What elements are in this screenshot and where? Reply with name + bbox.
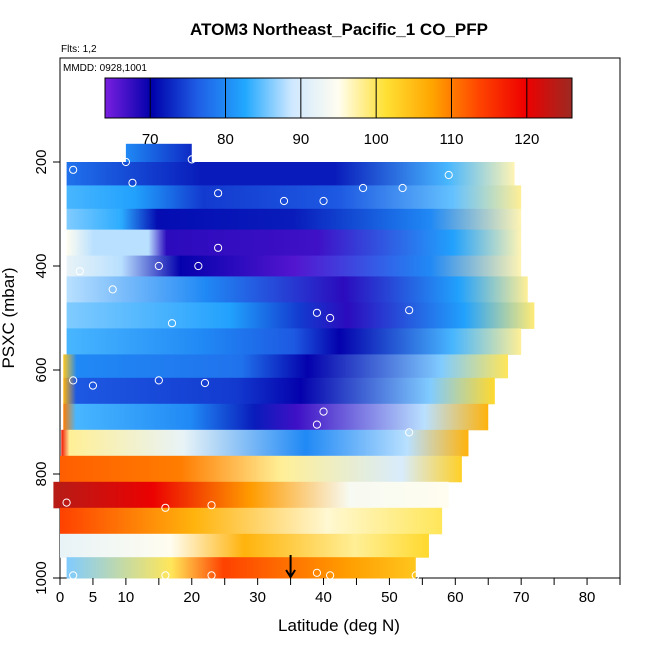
x-tick-label: 40 bbox=[315, 589, 332, 606]
sample-point bbox=[69, 571, 78, 580]
y-axis-label: PSXC (mbar) bbox=[0, 267, 18, 368]
heatmap-band bbox=[125, 143, 192, 163]
heatmap-bands bbox=[53, 143, 535, 579]
sample-point bbox=[154, 376, 163, 385]
sample-point bbox=[398, 183, 407, 193]
colorbar-tick-label: 100 bbox=[364, 131, 389, 148]
latitude-marker-arrow bbox=[285, 555, 296, 579]
heatmap-band bbox=[66, 229, 522, 257]
heatmap-band bbox=[66, 208, 522, 231]
y-tick-label: 600 bbox=[33, 357, 50, 382]
heatmap-band bbox=[63, 377, 495, 405]
heatmap-band bbox=[63, 403, 489, 431]
sample-point bbox=[279, 196, 289, 206]
sample-point bbox=[319, 196, 328, 206]
x-tick-label: 50 bbox=[381, 589, 398, 606]
sample-point bbox=[411, 571, 420, 580]
sample-point bbox=[187, 155, 196, 164]
colorbar: 70 80 90 100 110 120 bbox=[104, 77, 573, 148]
colorbar-tick-label: 120 bbox=[514, 131, 539, 148]
sample-point bbox=[88, 381, 98, 390]
x-tick-label: 80 bbox=[579, 589, 596, 606]
sample-point bbox=[121, 157, 130, 167]
heatmap-band bbox=[66, 162, 515, 186]
sample-point bbox=[319, 407, 328, 416]
y-tick-label: 400 bbox=[33, 253, 50, 278]
heatmap-band bbox=[66, 302, 535, 329]
sample-points bbox=[62, 155, 453, 588]
sample-point bbox=[69, 376, 78, 385]
sample-point bbox=[405, 306, 414, 315]
colorbar-tick-label: 90 bbox=[292, 131, 309, 148]
sample-point bbox=[75, 267, 84, 276]
heatmap-band bbox=[53, 481, 449, 509]
x-tick-label: 60 bbox=[447, 589, 464, 606]
y-tick-label: 800 bbox=[33, 461, 50, 486]
heatmap-band bbox=[66, 255, 522, 277]
sample-point bbox=[207, 571, 216, 580]
sample-point bbox=[358, 183, 368, 193]
sample-point bbox=[200, 378, 210, 388]
y-axis: 200 400 600 800 1000 bbox=[33, 149, 60, 595]
x-tick-label: 20 bbox=[183, 589, 200, 606]
sample-point bbox=[312, 308, 322, 317]
chart-title: ATOM3 Northeast_Pacific_1 CO_PFP bbox=[190, 20, 488, 39]
sample-point bbox=[128, 178, 137, 187]
sample-point bbox=[326, 313, 335, 323]
x-tick-label: 30 bbox=[249, 589, 266, 606]
sample-point bbox=[326, 571, 335, 580]
sample-point bbox=[108, 285, 117, 294]
x-tick-label: 0 bbox=[56, 589, 64, 606]
heatmap-band bbox=[66, 185, 522, 210]
colorbar-gradient bbox=[104, 77, 573, 119]
sample-point bbox=[62, 498, 71, 507]
y-tick-label: 1000 bbox=[33, 561, 50, 594]
heatmap-band bbox=[66, 328, 522, 355]
sample-point bbox=[207, 501, 216, 510]
sample-point bbox=[214, 189, 223, 198]
sample-point bbox=[372, 579, 381, 588]
heatmap-band bbox=[66, 557, 416, 579]
colorbar-tick-label: 80 bbox=[217, 131, 234, 148]
sample-point bbox=[194, 261, 203, 271]
sample-point bbox=[154, 261, 163, 271]
sample-point bbox=[312, 568, 322, 577]
heatmap-band bbox=[61, 429, 469, 457]
sample-point bbox=[161, 503, 170, 512]
x-tick-label: 70 bbox=[513, 589, 530, 606]
sample-point bbox=[214, 243, 223, 252]
sample-point bbox=[312, 420, 322, 429]
sample-point bbox=[69, 165, 78, 174]
heatmap-band bbox=[60, 533, 429, 558]
heatmap-band bbox=[60, 507, 443, 535]
x-tick-label: 10 bbox=[118, 589, 135, 606]
heatmap-band bbox=[63, 354, 508, 379]
heatmap-band bbox=[60, 455, 462, 483]
y-tick-label: 200 bbox=[33, 149, 50, 174]
x-tick-label: 5 bbox=[89, 589, 97, 606]
sample-point bbox=[444, 170, 453, 180]
colorbar-tick-label: 70 bbox=[142, 131, 159, 148]
x-axis: 0 5 10 20 30 40 50 60 70 80 bbox=[56, 578, 621, 606]
sample-point bbox=[167, 319, 177, 328]
x-axis-label: Latitude (deg N) bbox=[278, 616, 400, 635]
sample-point bbox=[405, 428, 414, 437]
heatmap-band bbox=[66, 276, 528, 303]
colorbar-tick-label: 110 bbox=[440, 131, 464, 148]
chart-subtitle-flights: Flts: 1,2 bbox=[61, 44, 97, 55]
sample-point bbox=[161, 571, 170, 580]
chart-subtitle-dates: MMDD: 0928,1001 bbox=[63, 63, 147, 74]
